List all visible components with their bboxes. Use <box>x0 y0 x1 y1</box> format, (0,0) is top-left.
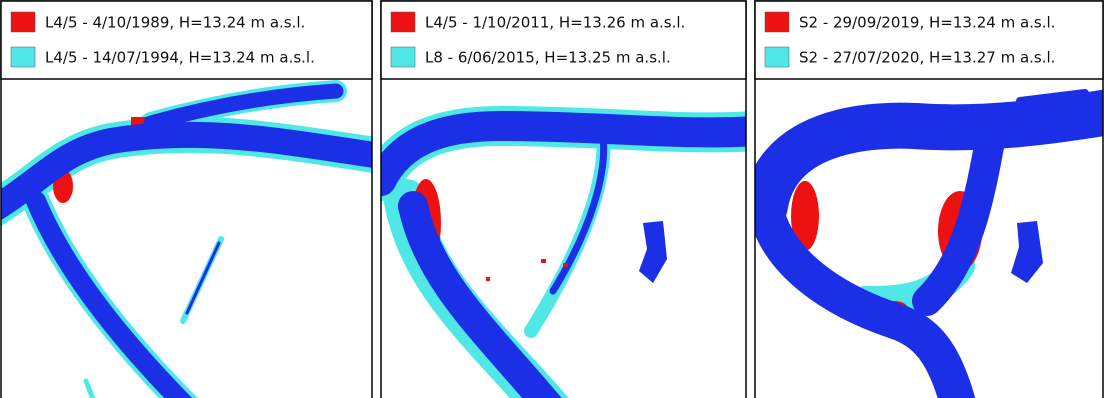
legend-swatch <box>391 47 415 67</box>
legend-swatch <box>765 12 789 32</box>
legend-label: S2 - 29/09/2019, H=13.24 m a.s.l. <box>799 14 1055 32</box>
legend-label: L4/5 - 4/10/1989, H=13.24 m a.s.l. <box>45 14 305 32</box>
map-panel: L4/5 - 1/10/2011, H=13.26 m a.s.l. L8 - 6… <box>381 1 756 398</box>
water-mask <box>765 93 1104 398</box>
legend-swatch <box>765 47 789 67</box>
legend-label: S2 - 27/07/2020, H=13.27 m a.s.l. <box>799 49 1055 67</box>
water-mask <box>381 119 756 398</box>
legend: L4/5 - 1/10/2011, H=13.26 m a.s.l. L8 - 6… <box>381 1 746 79</box>
map-panel: L4/5 - 4/10/1989, H=13.24 m a.s.l. L4/5 -… <box>0 1 381 398</box>
water-mask <box>0 91 381 398</box>
legend-swatch <box>391 12 415 32</box>
legend-label: L8 - 6/06/2015, H=13.25 m a.s.l. <box>425 49 671 67</box>
legend-swatch <box>11 47 35 67</box>
legend-label: L4/5 - 1/10/2011, H=13.26 m a.s.l. <box>425 14 685 32</box>
legend-label: L4/5 - 14/07/1994, H=13.24 m a.s.l. <box>45 49 315 67</box>
legend: S2 - 29/09/2019, H=13.24 m a.s.l. S2 - 27… <box>755 1 1103 79</box>
figure: L4/5 - 4/10/1989, H=13.24 m a.s.l. L4/5 -… <box>0 0 1104 398</box>
legend-swatch <box>11 12 35 32</box>
legend: L4/5 - 4/10/1989, H=13.24 m a.s.l. L4/5 -… <box>1 1 372 79</box>
map-panel: S2 - 29/09/2019, H=13.24 m a.s.l. S2 - 27… <box>755 1 1104 398</box>
